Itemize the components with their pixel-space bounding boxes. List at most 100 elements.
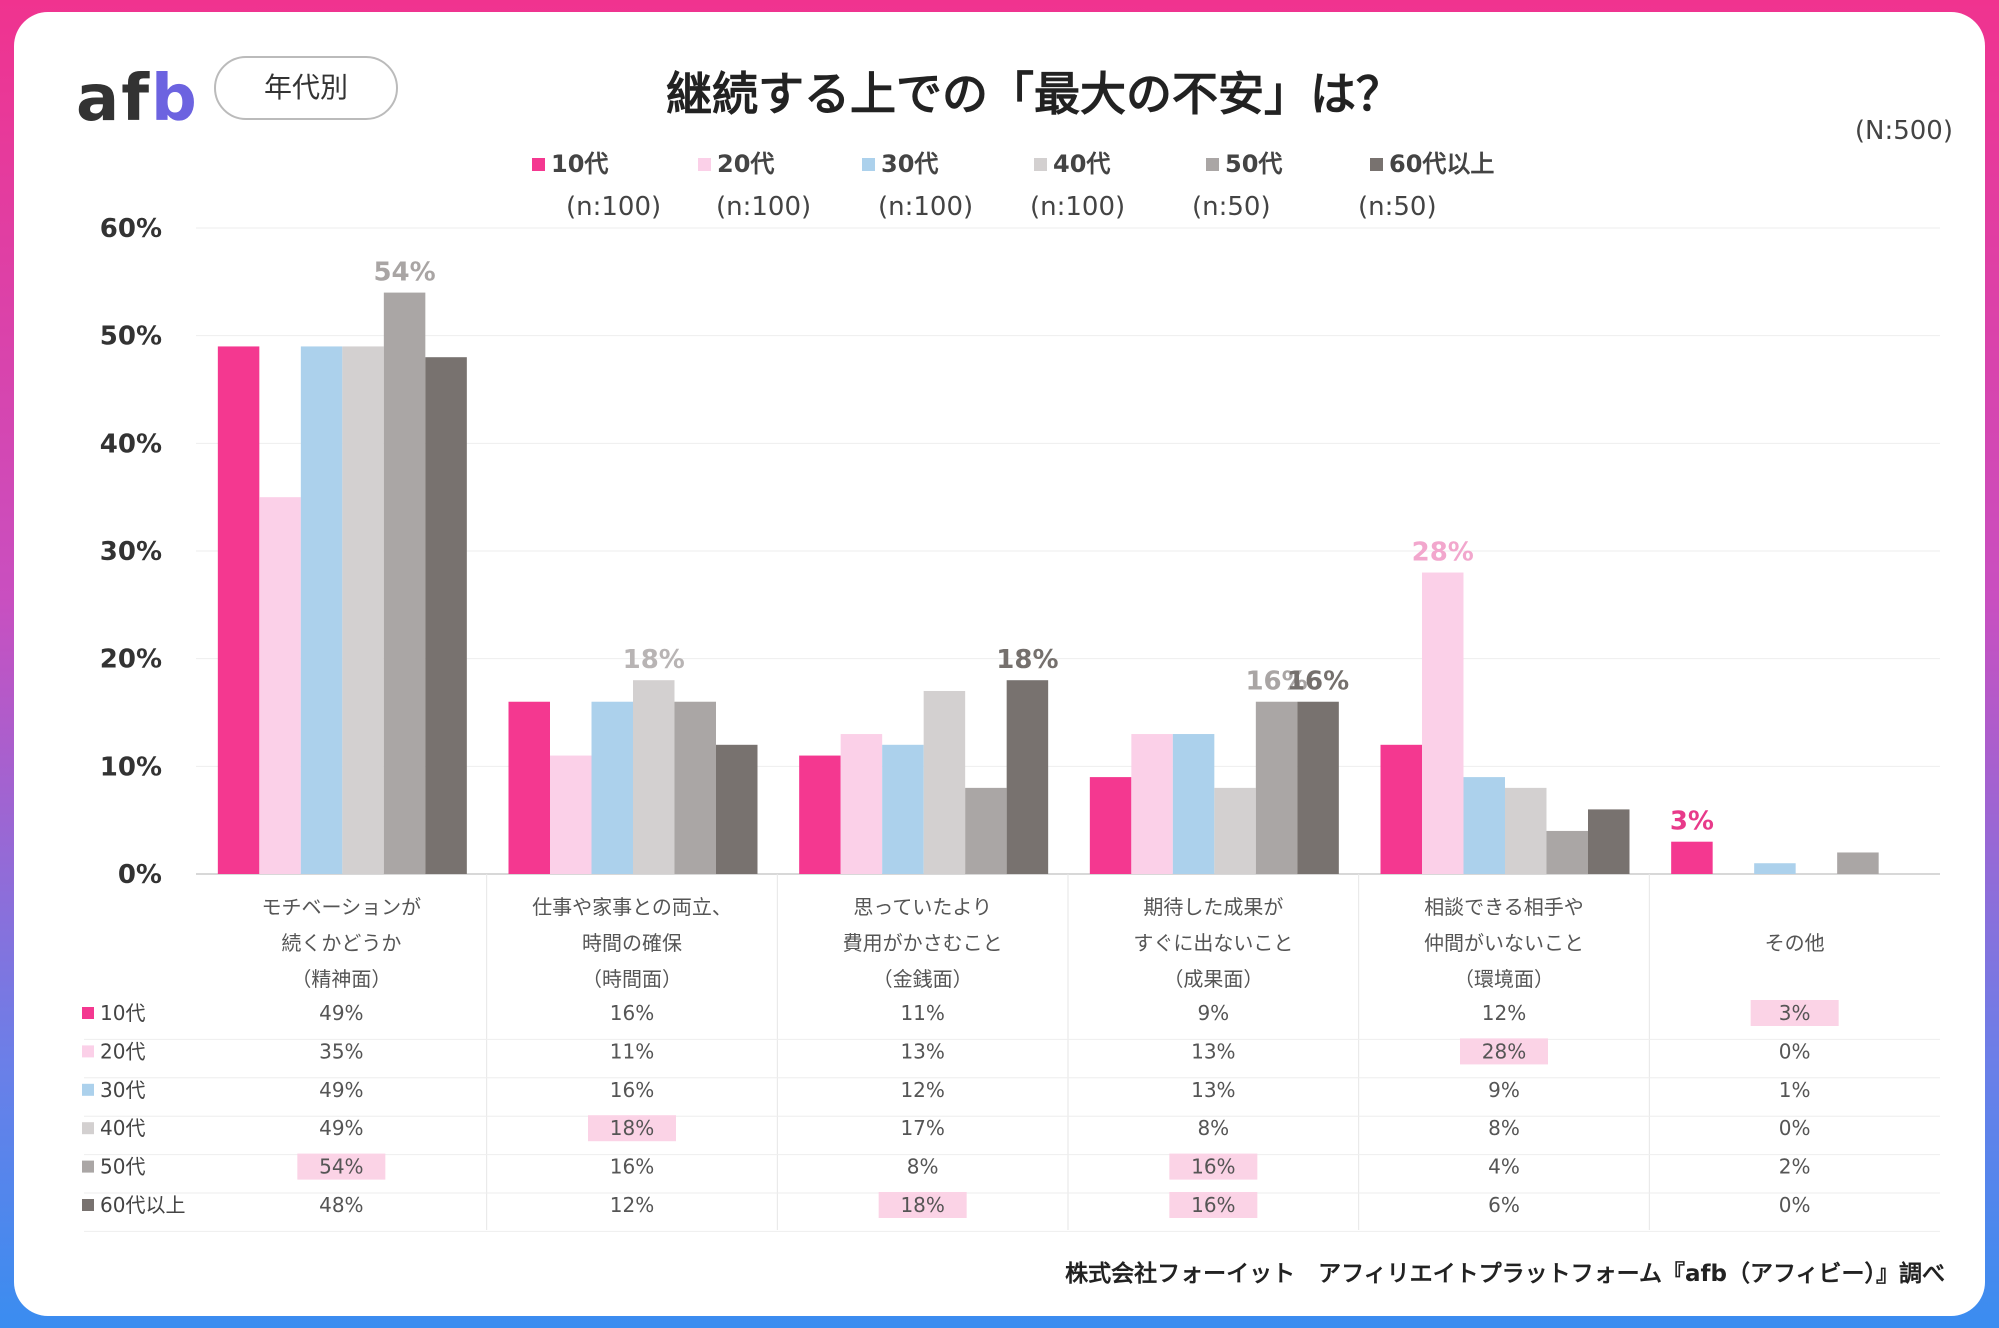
y-tick-label: 50% bbox=[100, 322, 162, 352]
table-cell-highlight bbox=[297, 1153, 386, 1180]
y-tick-label: 60% bbox=[100, 214, 162, 244]
category-label: すぐに出ないこと bbox=[1133, 931, 1293, 955]
legend-swatch bbox=[1206, 158, 1219, 171]
category-label: 費用がかさむこと bbox=[843, 931, 1003, 955]
table-cell: 11% bbox=[610, 1039, 654, 1063]
bar-1-1 bbox=[550, 755, 592, 874]
bar-value-label: 54% bbox=[373, 258, 435, 288]
bar-chart: 0%10%20%30%40%50%60%54%18% 18%16%16%28%3%… bbox=[82, 214, 1940, 1232]
bar-0-1 bbox=[259, 497, 301, 874]
legend-swatch bbox=[1034, 158, 1047, 171]
legend-swatch bbox=[1370, 158, 1383, 171]
table-cell: 0% bbox=[1779, 1193, 1811, 1217]
table-cell: 0% bbox=[1779, 1039, 1811, 1063]
table-cell: 16% bbox=[610, 1078, 654, 1102]
source-footer: 株式会社フォーイット アフィリエイトプラットフォーム『afb（アフィビー）』調べ bbox=[1065, 1261, 1945, 1287]
table-cell: 8% bbox=[907, 1155, 939, 1179]
table-row-swatch bbox=[82, 1007, 94, 1019]
legend-item-0: 10代 bbox=[532, 144, 608, 179]
y-tick-label: 20% bbox=[100, 645, 162, 675]
table-row-label: 60代以上 bbox=[100, 1193, 185, 1217]
table-cell: 4% bbox=[1488, 1155, 1520, 1179]
bar-3-1 bbox=[1131, 734, 1173, 874]
category-label: モチベーションが bbox=[262, 895, 422, 919]
legend-sample-size: (n:50) bbox=[1192, 192, 1271, 222]
table-cell: 16% bbox=[1191, 1155, 1235, 1179]
bar-2-0 bbox=[799, 755, 841, 874]
bar-3-3 bbox=[1214, 787, 1256, 874]
bar-1-4 bbox=[674, 701, 716, 874]
age-group-tag: 年代別 bbox=[214, 56, 398, 120]
bar-0-0 bbox=[217, 346, 260, 874]
bar-4-1 bbox=[1422, 572, 1464, 874]
table-cell: 54% bbox=[319, 1155, 363, 1179]
legend-item-2: 30代 bbox=[862, 144, 938, 179]
legend-item-4: 50代 bbox=[1206, 144, 1282, 179]
table-cell: 9% bbox=[1197, 1001, 1229, 1025]
legend-label: 60代以上 bbox=[1389, 150, 1495, 178]
y-tick-label: 40% bbox=[100, 429, 162, 459]
legend-swatch bbox=[532, 158, 545, 171]
y-tick-label: 0% bbox=[118, 860, 162, 890]
table-row-swatch bbox=[82, 1083, 94, 1096]
y-tick-label: 10% bbox=[100, 752, 162, 782]
table-row-label: 40代 bbox=[100, 1116, 145, 1140]
table-cell: 49% bbox=[319, 1001, 363, 1025]
table-cell-highlight bbox=[1750, 1000, 1839, 1026]
bar-value-label: 28% bbox=[1412, 538, 1474, 568]
legend-sample-size: (n:50) bbox=[1358, 192, 1437, 222]
legend-label: 10代 bbox=[551, 150, 609, 178]
table-cell-highlight bbox=[1169, 1153, 1258, 1180]
bar-value-label: 16% bbox=[1287, 667, 1349, 697]
table-cell-highlight bbox=[1169, 1192, 1258, 1218]
bar-0-2 bbox=[300, 346, 343, 874]
bar-2-2 bbox=[882, 744, 924, 874]
table-cell: 9% bbox=[1488, 1078, 1520, 1102]
bar-2-4 bbox=[965, 787, 1007, 874]
total-sample-size: (N:500) bbox=[1854, 116, 1953, 146]
table-cell: 8% bbox=[1197, 1116, 1229, 1140]
legend-sample-size: (n:100) bbox=[878, 192, 974, 222]
table-cell: 16% bbox=[610, 1155, 654, 1179]
table-cell: 12% bbox=[900, 1078, 944, 1102]
category-label: （精神面） bbox=[291, 967, 391, 991]
bar-value-label: 3% bbox=[1670, 807, 1714, 837]
bar-value-label: 16% bbox=[1245, 667, 1307, 697]
table-row-label: 30代 bbox=[100, 1078, 145, 1102]
category-label: 相談できる相手や bbox=[1424, 895, 1584, 919]
table-cell: 49% bbox=[319, 1116, 363, 1140]
category-label: その他 bbox=[1765, 931, 1825, 955]
bar-0-3 bbox=[342, 346, 384, 874]
table-row-swatch bbox=[82, 1199, 94, 1211]
table-cell: 18% bbox=[900, 1193, 944, 1217]
bar-1-3 bbox=[633, 680, 675, 874]
category-label: 仕事や家事との両立、 bbox=[532, 895, 732, 919]
table-cell: 2% bbox=[1779, 1155, 1811, 1179]
table-cell: 0% bbox=[1779, 1116, 1811, 1140]
table-row-swatch bbox=[82, 1045, 94, 1058]
bar-2-5 bbox=[1006, 680, 1049, 874]
bar-value-label: 18% bbox=[996, 645, 1058, 675]
table-cell: 13% bbox=[900, 1039, 944, 1063]
table-cell: 1% bbox=[1779, 1078, 1811, 1102]
table-cell: 35% bbox=[319, 1039, 363, 1063]
legend-sample-size: (n:100) bbox=[566, 192, 662, 222]
chart-title: 継続する上での「最大の不安」は？ bbox=[666, 67, 1402, 121]
bar-4-5 bbox=[1588, 809, 1630, 874]
legend-item-5: 60代以上 bbox=[1370, 144, 1494, 179]
table-cell: 12% bbox=[610, 1193, 654, 1217]
category-label: （時間面） bbox=[582, 967, 682, 991]
table-cell-highlight bbox=[588, 1115, 676, 1142]
legend-sample-size: (n:100) bbox=[716, 192, 812, 222]
bar-1-2 bbox=[591, 701, 633, 874]
legend-swatch bbox=[862, 158, 875, 171]
bar-5-2 bbox=[1754, 863, 1796, 874]
table-cell: 6% bbox=[1488, 1193, 1520, 1217]
table-cell: 3% bbox=[1779, 1001, 1811, 1025]
table-row-label: 10代 bbox=[100, 1001, 145, 1025]
legend-label: 40代 bbox=[1053, 150, 1111, 178]
legend-sample-size: (n:100) bbox=[1030, 192, 1126, 222]
table-cell: 18% bbox=[610, 1116, 654, 1140]
legend-label: 20代 bbox=[717, 150, 775, 178]
table-cell: 49% bbox=[319, 1078, 363, 1102]
